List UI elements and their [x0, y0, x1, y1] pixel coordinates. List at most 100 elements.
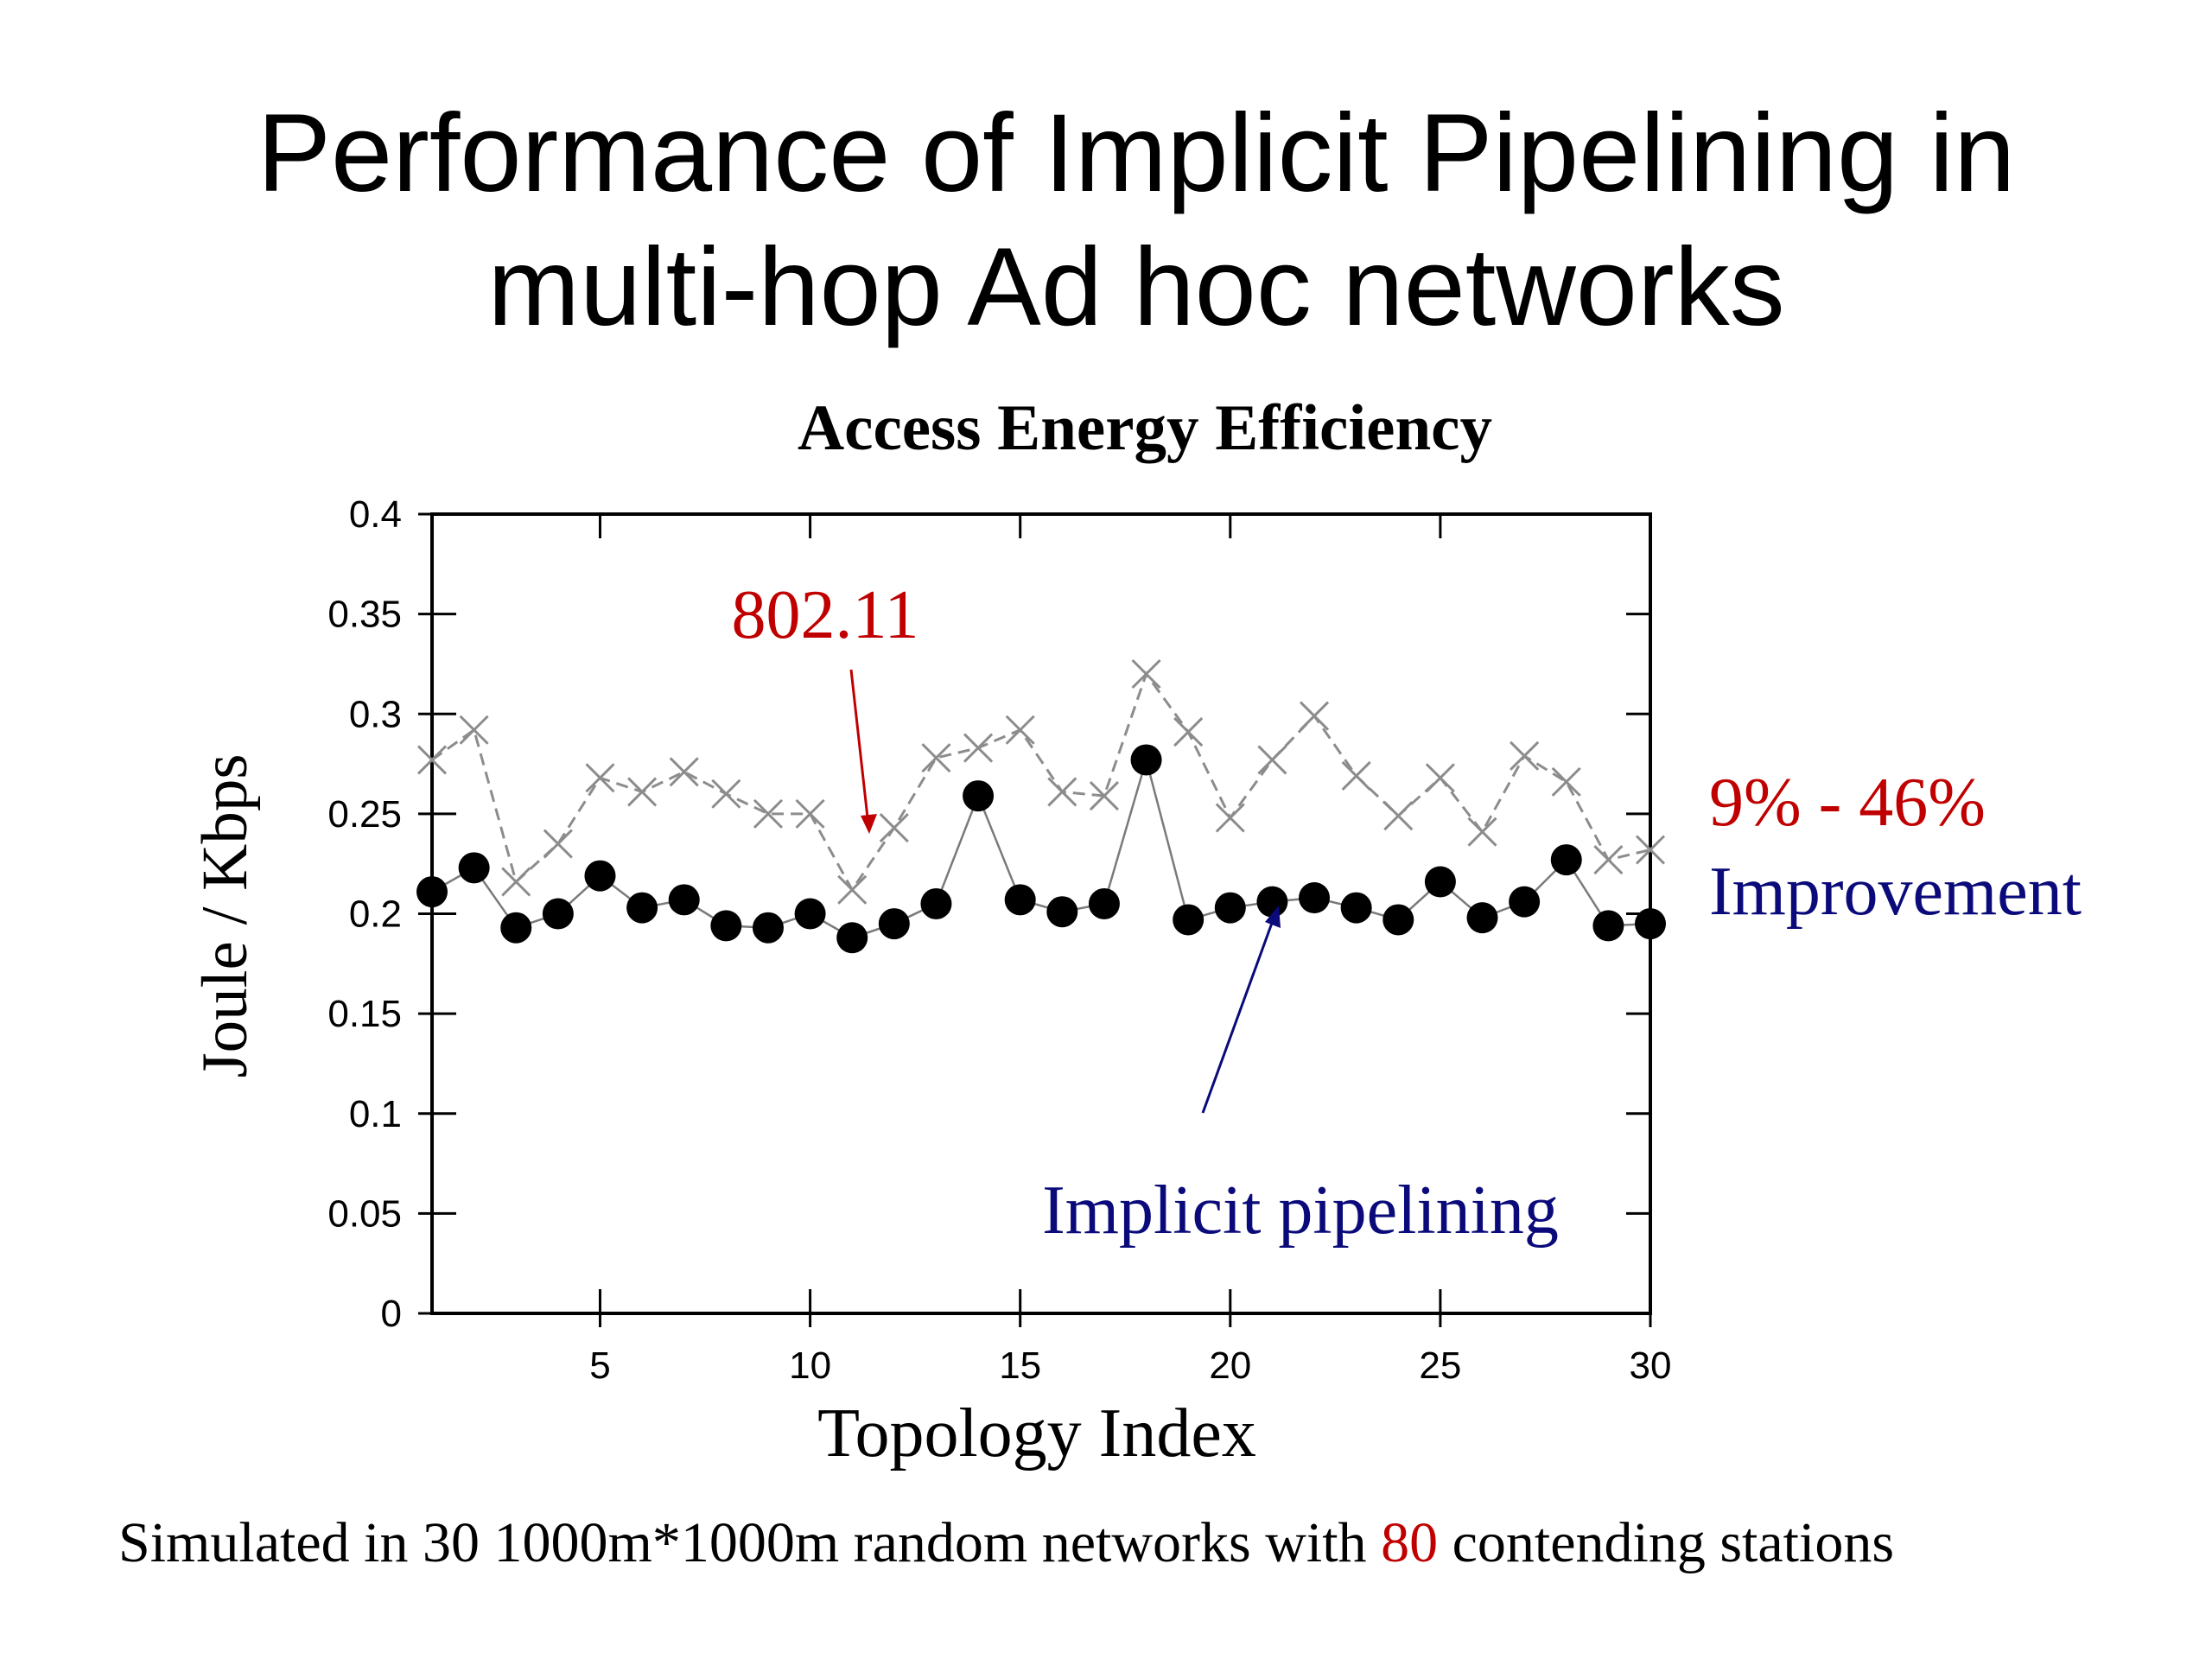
series-802-11-point [1467, 817, 1497, 847]
series-implicit-point [1466, 902, 1498, 934]
caption-station-count: 80 [1381, 1511, 1439, 1574]
series-802-11-point [669, 757, 699, 787]
marker-stroke [459, 715, 489, 745]
y-tick-label: 0.15 [327, 993, 402, 1035]
x-tick-label: 15 [999, 1344, 1041, 1387]
series-implicit-point [1256, 886, 1288, 918]
x-axis-label: Topology Index [817, 1395, 1256, 1471]
series-implicit-point [500, 912, 532, 944]
series-802-11-point [795, 798, 825, 829]
marker-stroke [1467, 817, 1497, 847]
series-802-11-point [459, 715, 489, 745]
series-implicit-point [1046, 896, 1078, 928]
marker-stroke [1173, 717, 1204, 747]
series-implicit-point [710, 910, 742, 942]
y-tick-label: 0.35 [327, 594, 402, 636]
series-802-11-point [1215, 803, 1245, 833]
series-802-11-point [501, 867, 531, 897]
series-802-11-point [1635, 835, 1666, 865]
caption: Simulated in 30 1000m*1000m random netwo… [118, 1510, 1894, 1576]
series-802-11-point [921, 743, 951, 773]
series-implicit-point [920, 887, 952, 919]
marker-stroke [1383, 801, 1414, 831]
x-tick-label: 20 [1209, 1344, 1251, 1387]
slide-title-line-2: multi-hop Ad hoc networks [487, 226, 1785, 349]
series-802-11 [416, 658, 1666, 905]
marker-stroke [1635, 835, 1666, 865]
y-tick-label: 0.3 [349, 693, 402, 735]
series-802-11-point [1551, 766, 1581, 797]
series-implicit-line [431, 755, 1651, 939]
marker-stroke [879, 813, 909, 843]
series-implicit-point [1214, 892, 1246, 924]
marker-stroke [1341, 760, 1371, 791]
series-802-11-point [1341, 760, 1371, 791]
marker-stroke [1047, 777, 1077, 807]
arrow-implicit-pipelining [1201, 906, 1281, 1114]
series-802-11-point [627, 777, 658, 807]
marker-stroke [669, 757, 699, 787]
arrow-802-11 [849, 669, 877, 834]
axes: 0 0.05 0.1 0.15 0.2 0.25 0.3 0.35 0.4 5 10 15 20 25 30 [327, 493, 1671, 1387]
x-tick-label: 10 [789, 1344, 831, 1387]
series-implicit-point [584, 860, 616, 892]
marker-stroke [585, 763, 615, 793]
y-tick-label: 0 [381, 1293, 402, 1335]
x-tick-label: 30 [1630, 1344, 1672, 1387]
series-implicit-point [752, 912, 784, 944]
marker-stroke [1131, 658, 1161, 690]
x-tick-label: 5 [589, 1344, 610, 1387]
marker-stroke [795, 798, 825, 829]
series-implicit-point [542, 898, 574, 930]
series-802-11-line [431, 671, 1651, 893]
series-802-11-point [711, 779, 741, 809]
series-802-11-point [1089, 781, 1119, 811]
series-implicit-point [1550, 844, 1582, 876]
series-802-11-point [1425, 763, 1455, 793]
slide-title-line-1: Performance of Implicit Pipelining in [257, 92, 2016, 215]
y-tick-label: 0.4 [349, 493, 402, 536]
marker-stroke [837, 874, 868, 905]
label-802-11: 802.11 [731, 577, 918, 653]
y-tick-label: 0.1 [349, 1093, 402, 1135]
series-802-11-point [1593, 845, 1624, 875]
marker-stroke [753, 798, 784, 829]
marker-stroke [1089, 781, 1119, 811]
marker-stroke [501, 867, 531, 897]
series-802-11-point [416, 745, 448, 775]
series-implicit-point [1004, 884, 1036, 916]
series-implicit-point [668, 884, 700, 916]
series-implicit-point [878, 908, 910, 940]
x-tick-label: 25 [1419, 1344, 1461, 1387]
series-implicit-point [1592, 910, 1624, 942]
series-802-11-point [1510, 741, 1540, 771]
marker-stroke [627, 777, 658, 807]
series-implicit-point [1299, 882, 1331, 913]
series-802-11-point [753, 798, 784, 829]
marker-stroke [543, 829, 573, 859]
series-802-11-point [963, 733, 994, 763]
series-implicit-point [963, 780, 995, 812]
series-implicit-point [1173, 904, 1205, 936]
marker-stroke [1510, 741, 1540, 771]
marker-stroke [963, 733, 994, 763]
marker-stroke [416, 745, 448, 775]
y-axis-label: Joule / Kbps [189, 754, 261, 1078]
series-implicit-point [416, 876, 448, 908]
caption-text-start: Simulated in 30 1000m*1000m random netwo… [118, 1511, 1382, 1574]
series-802-11-point [1299, 701, 1330, 731]
series-implicit-point [1340, 892, 1372, 924]
marker-stroke [1215, 803, 1245, 833]
series-802-11-point [543, 829, 573, 859]
series-802-11-point [1173, 717, 1204, 747]
slide-title: Performance of Implicit Pipelining in mu… [0, 86, 2212, 354]
series-implicit-point [1509, 886, 1541, 918]
y-tick-label: 0.2 [349, 893, 402, 936]
series-implicit-point [458, 852, 490, 884]
marker-stroke [1551, 766, 1581, 797]
series-implicit-point [1382, 904, 1414, 936]
y-tick-label: 0.05 [327, 1192, 402, 1235]
marker-stroke [921, 743, 951, 773]
